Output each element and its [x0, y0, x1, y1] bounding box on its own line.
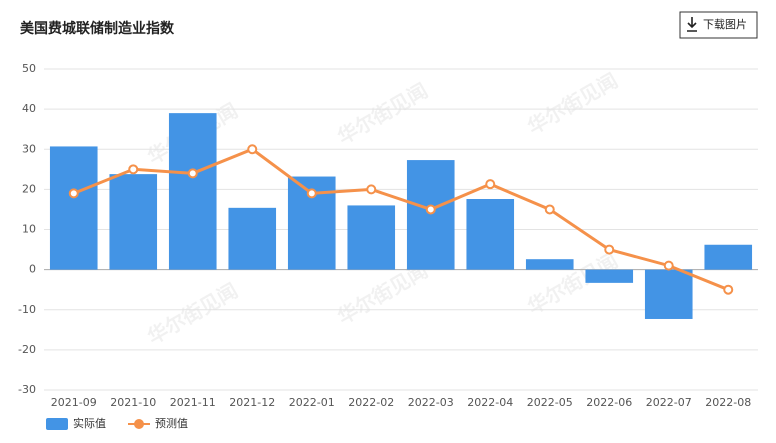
line-point: [306, 188, 317, 199]
bar: [168, 113, 217, 270]
y-tick-label: 40: [22, 102, 36, 115]
line-point: [128, 164, 139, 175]
line-point: [485, 179, 496, 190]
bar: [347, 205, 396, 270]
bar: [109, 174, 158, 270]
legend-label: 预测值: [155, 417, 188, 430]
line-point: [187, 168, 198, 179]
y-tick-label: 30: [22, 142, 36, 155]
y-tick-label: -10: [18, 303, 36, 316]
watermark: 华尔街见闻: [523, 68, 622, 139]
bar: [585, 269, 634, 283]
bar: [525, 259, 574, 270]
line-point: [247, 144, 258, 155]
bar: [49, 146, 98, 270]
button-frame[interactable]: [679, 11, 758, 39]
line-point: [723, 284, 734, 295]
line-point: [68, 188, 79, 199]
x-tick-label: 2021-09: [51, 396, 97, 409]
download-icon[interactable]: [687, 17, 697, 32]
line-point: [604, 244, 615, 255]
legend-swatch: [134, 419, 144, 429]
download-button[interactable]: 下载图片: [679, 11, 758, 39]
line-point: [663, 260, 674, 271]
y-tick-label: -20: [18, 343, 36, 356]
x-tick-label: 2022-07: [646, 396, 692, 409]
x-tick-label: 2021-12: [229, 396, 275, 409]
y-tick-label: 10: [22, 223, 36, 236]
button-label[interactable]: 下载图片: [703, 18, 747, 31]
line-point: [366, 184, 377, 195]
bar: [466, 199, 515, 270]
y-tick-label: 20: [22, 182, 36, 195]
x-tick-label: 2022-05: [527, 396, 573, 409]
watermark: 华尔街见闻: [523, 248, 622, 319]
bar: [704, 244, 753, 270]
bar: [644, 269, 693, 319]
watermark: 华尔街见闻: [333, 78, 432, 149]
x-tick-label: 2022-01: [289, 396, 335, 409]
x-tick-label: 2022-08: [705, 396, 751, 409]
legend-label: 实际值: [73, 416, 106, 430]
chart-title: 美国费城联储制造业指数: [20, 20, 175, 37]
y-tick-label: 50: [22, 62, 36, 75]
x-tick-label: 2022-04: [467, 396, 513, 409]
y-tick-label: -30: [18, 383, 36, 396]
x-tick-label: 2021-11: [170, 396, 216, 409]
line-point: [425, 204, 436, 215]
x-tick-label: 2022-06: [586, 396, 632, 409]
legend-swatch: [46, 418, 68, 430]
x-tick-label: 2022-02: [348, 396, 394, 409]
line: [73, 147, 729, 292]
x-tick-label: 2022-03: [408, 396, 454, 409]
x-tick-label: 2021-10: [110, 396, 156, 409]
bar: [228, 207, 277, 270]
watermark: 华尔街见闻: [143, 278, 242, 349]
bar: [406, 160, 455, 270]
line-point: [544, 204, 555, 215]
y-tick-label: 0: [29, 263, 36, 276]
